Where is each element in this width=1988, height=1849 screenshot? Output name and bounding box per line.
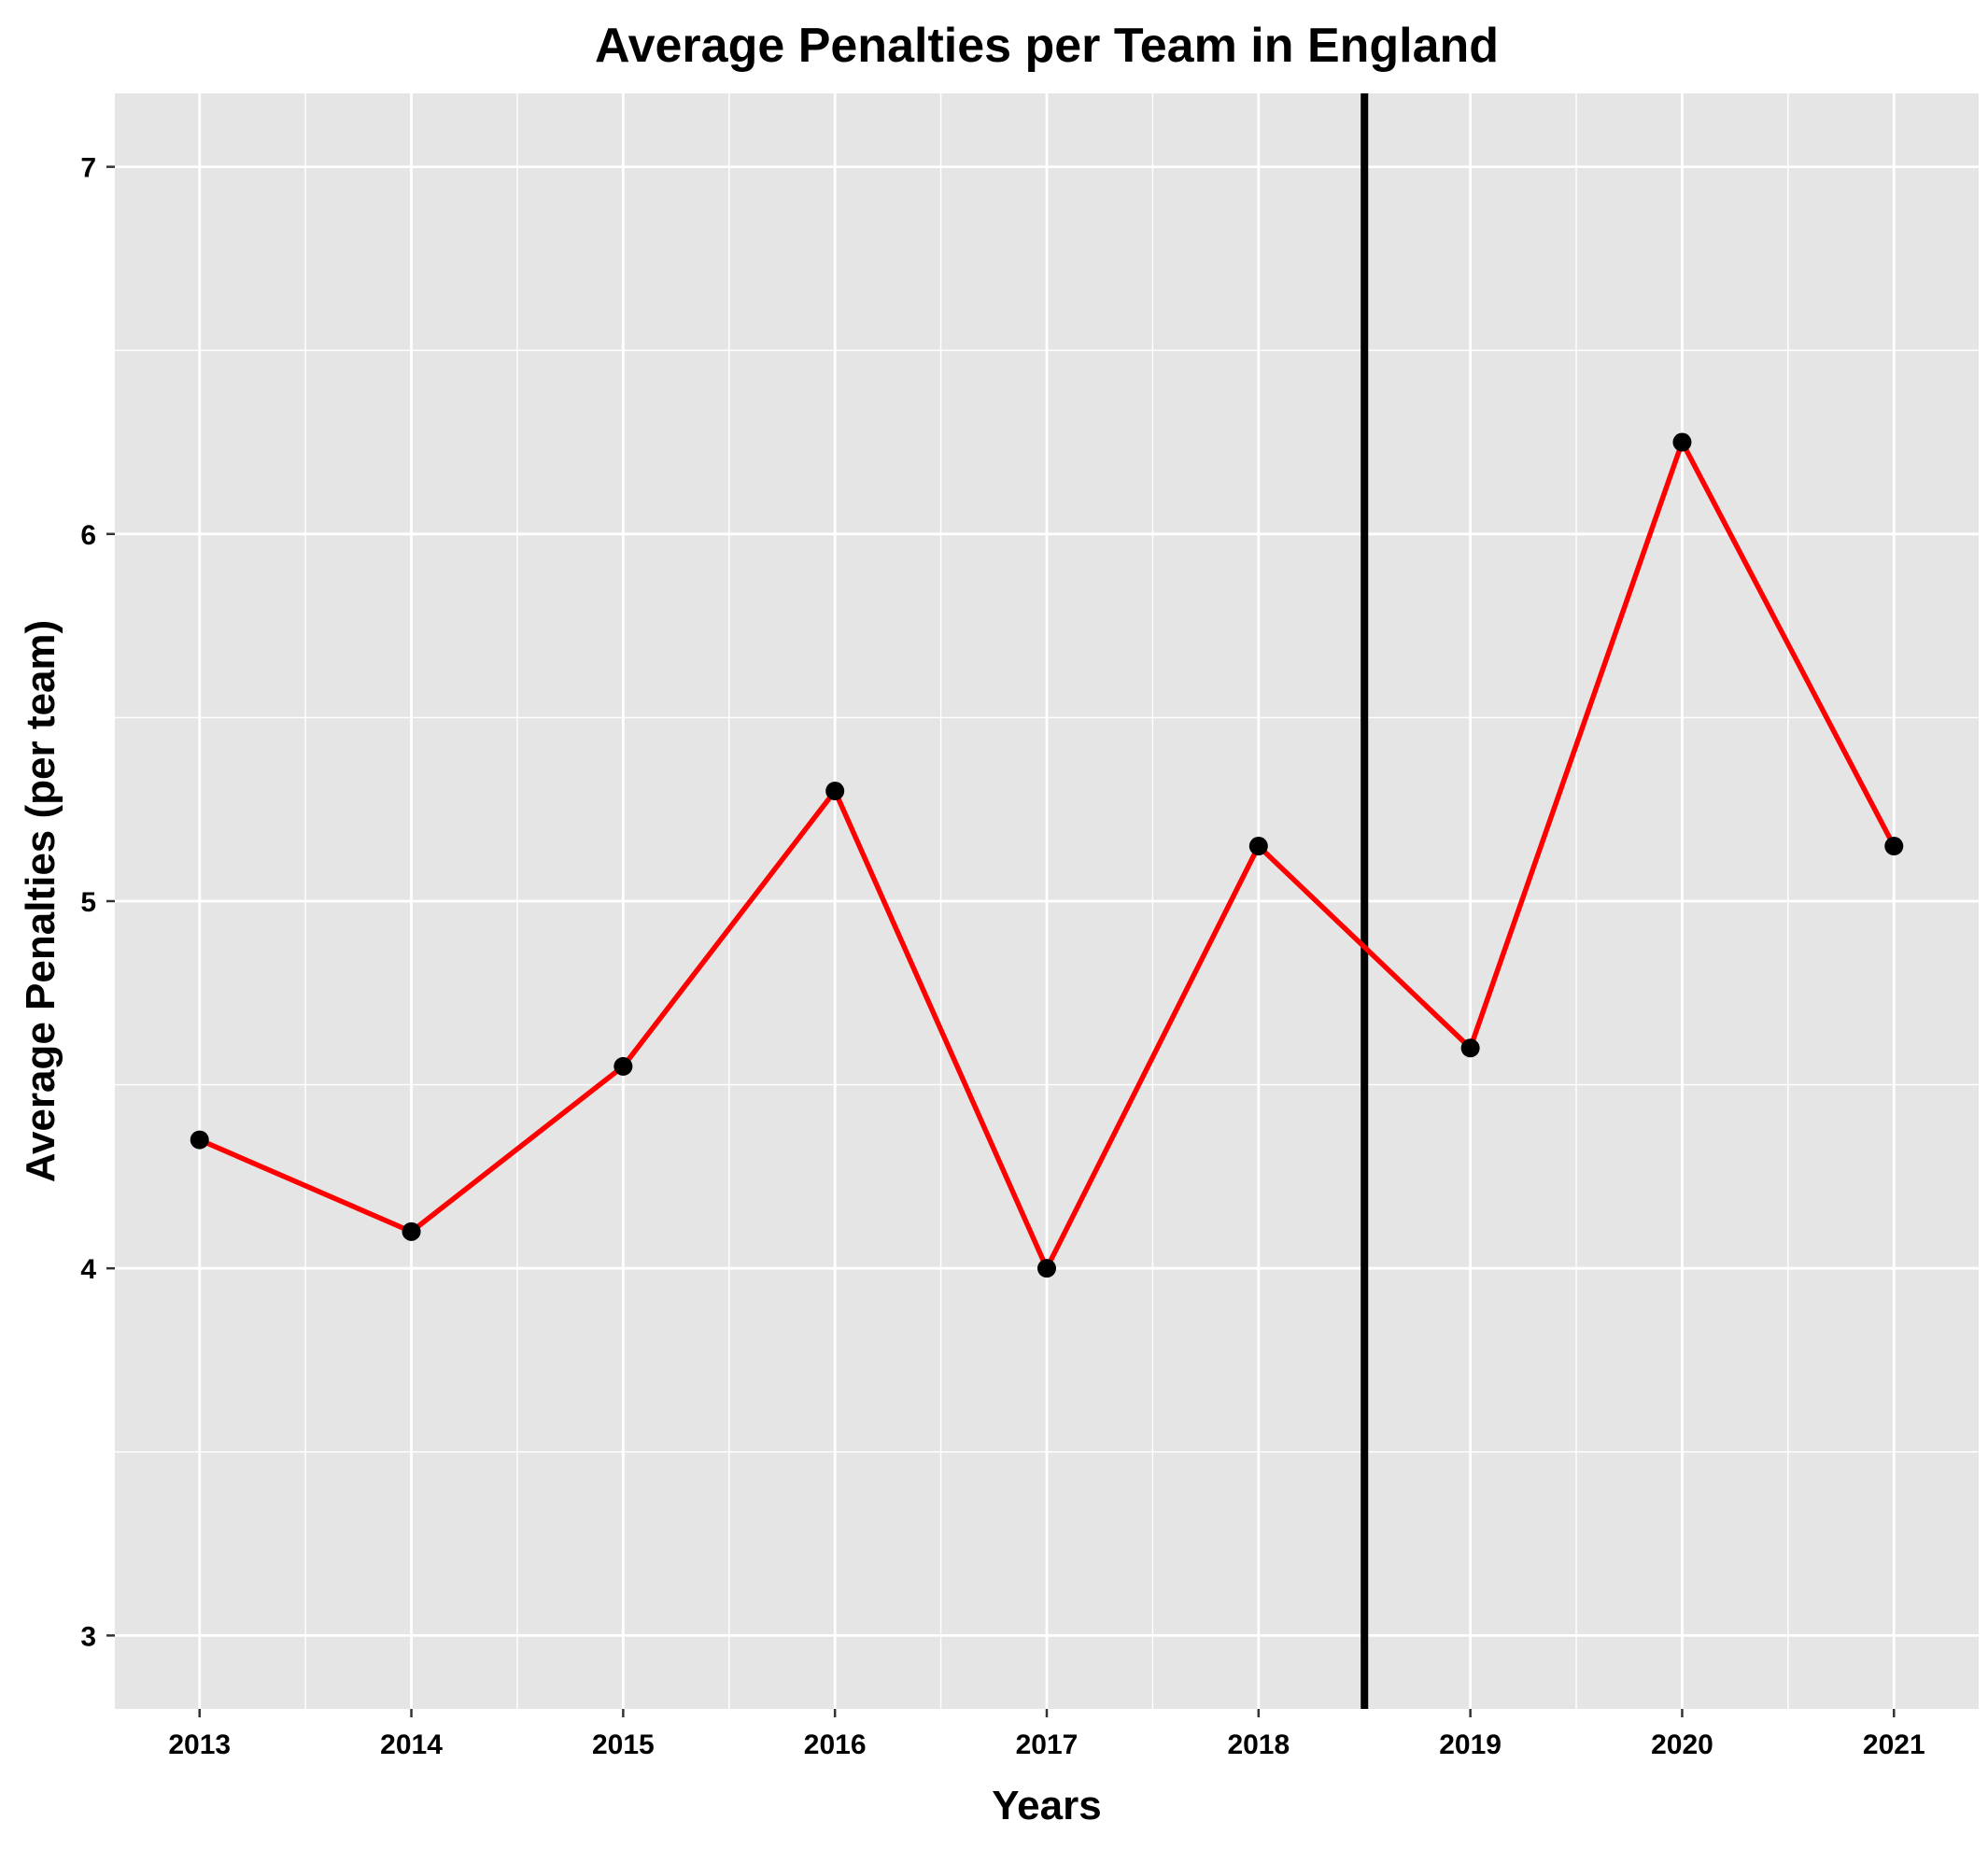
x-axis-title: Years — [992, 1783, 1101, 1828]
x-tick-label: 2019 — [1439, 1729, 1502, 1760]
data-point — [825, 782, 845, 801]
y-axis-title: Average Penalties (per team) — [18, 620, 63, 1182]
y-tick-label: 6 — [80, 520, 96, 551]
x-tick-label: 2021 — [1863, 1729, 1925, 1760]
data-point — [613, 1056, 633, 1076]
axis-ticks: 2013 2014 2015 2016 2017 2018 2019 2020 2021 3 4 5 6… — [80, 153, 1925, 1760]
data-point — [1460, 1038, 1480, 1058]
y-tick-label: 7 — [80, 153, 96, 184]
x-tick-label: 2014 — [380, 1729, 443, 1760]
data-point — [402, 1221, 421, 1241]
y-tick-label: 4 — [80, 1254, 96, 1285]
chart-title: Average Penalties per Team in England — [595, 19, 1499, 73]
x-tick-label: 2020 — [1651, 1729, 1713, 1760]
data-point — [1248, 837, 1268, 856]
y-tick-label: 5 — [80, 887, 96, 918]
x-tick-label: 2015 — [592, 1729, 655, 1760]
data-point — [1672, 432, 1692, 452]
x-tick-label: 2017 — [1016, 1729, 1079, 1760]
data-point — [190, 1130, 209, 1150]
x-tick-label: 2018 — [1227, 1729, 1290, 1760]
x-tick-label: 2013 — [168, 1729, 231, 1760]
data-point — [1037, 1259, 1056, 1278]
points-layer — [190, 432, 1904, 1278]
data-point — [1884, 837, 1904, 856]
y-tick-label: 3 — [80, 1621, 96, 1652]
grid-lines — [115, 93, 1979, 1709]
x-tick-label: 2016 — [804, 1729, 867, 1760]
